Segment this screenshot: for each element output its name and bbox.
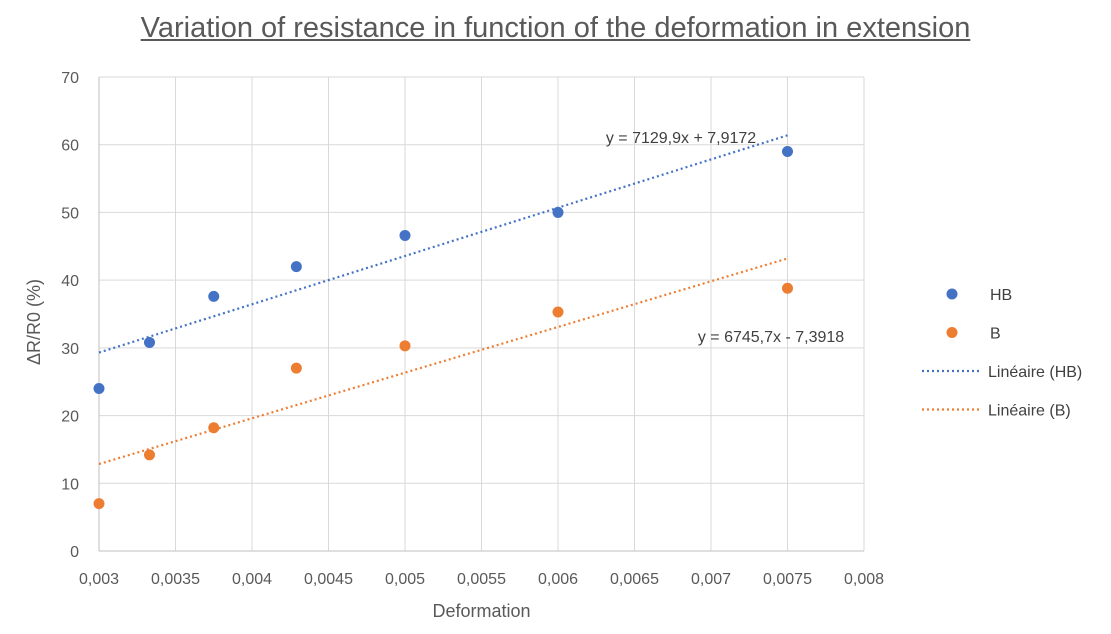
grid (98, 76, 865, 552)
trendlines (98, 134, 788, 466)
data-point-b (208, 422, 220, 434)
legend-label: HB (990, 287, 1012, 304)
data-point-hb (143, 336, 155, 348)
y-tick-label: 0 (70, 544, 79, 561)
x-tick-label: 0,008 (844, 571, 884, 588)
x-tick-label: 0,004 (232, 571, 272, 588)
y-tick-label: 40 (61, 273, 79, 290)
x-tick-label: 0,003 (79, 571, 119, 588)
data-point-hb (208, 290, 220, 302)
x-tick-label: 0,005 (385, 571, 425, 588)
legend-label: B (990, 326, 1001, 343)
x-tick-label: 0,0065 (610, 571, 659, 588)
data-point-b (782, 282, 793, 294)
legend: HB B Linéaire (HB) Linéaire (B) (922, 287, 1082, 420)
data-point-b (143, 449, 155, 461)
legend-marker (946, 288, 958, 300)
data-point-hb (290, 261, 302, 273)
legend-label: Linéaire (B) (988, 403, 1071, 420)
y-tick-label: 60 (61, 138, 79, 155)
x-tick-label: 0,0055 (457, 571, 506, 588)
legend-marker (946, 327, 958, 338)
y-tick-label: 50 (61, 205, 79, 222)
trendline-b (98, 257, 788, 466)
data-point-hb (93, 382, 105, 394)
trendline-equation-hb: y = 7129,9x + 7,9172 (606, 130, 756, 147)
trendline-hb (98, 134, 788, 354)
data-point-hb (552, 206, 564, 218)
trendline-equation-b: y = 6745,7x - 7,3918 (698, 329, 844, 346)
data-point-b (552, 306, 564, 318)
x-tick-label: 0,0045 (304, 571, 353, 588)
x-tick-label: 0,0035 (151, 571, 200, 588)
x-tick-label: 0,007 (691, 571, 731, 588)
labels: y = 7129,9x + 7,9172 y = 6745,7x - 7,3918 (606, 130, 844, 346)
legend-label: Linéaire (HB) (988, 364, 1082, 381)
data-point-hb (782, 145, 793, 157)
data-point-b (290, 362, 302, 374)
y-tick-label: 70 (61, 70, 79, 87)
chart-title: Variation of resistance in function of t… (140, 12, 971, 44)
x-tick-label: 0,006 (538, 571, 578, 588)
y-tick-label: 10 (61, 476, 79, 493)
data-points (93, 145, 793, 510)
x-axis-title: Deformation (432, 601, 530, 621)
axes: 0,003 0,0035 0,004 0,0045 0,005 0,0055 0,006 0,… (24, 70, 884, 621)
y-tick-label: 30 (61, 341, 79, 358)
y-axis-title: ΔR/R0 (%) (24, 279, 44, 365)
x-tick-label: 0,0075 (763, 571, 812, 588)
data-point-b (399, 340, 411, 352)
y-tick-label: 20 (61, 409, 79, 426)
data-point-b (93, 498, 105, 510)
data-point-hb (399, 229, 411, 241)
